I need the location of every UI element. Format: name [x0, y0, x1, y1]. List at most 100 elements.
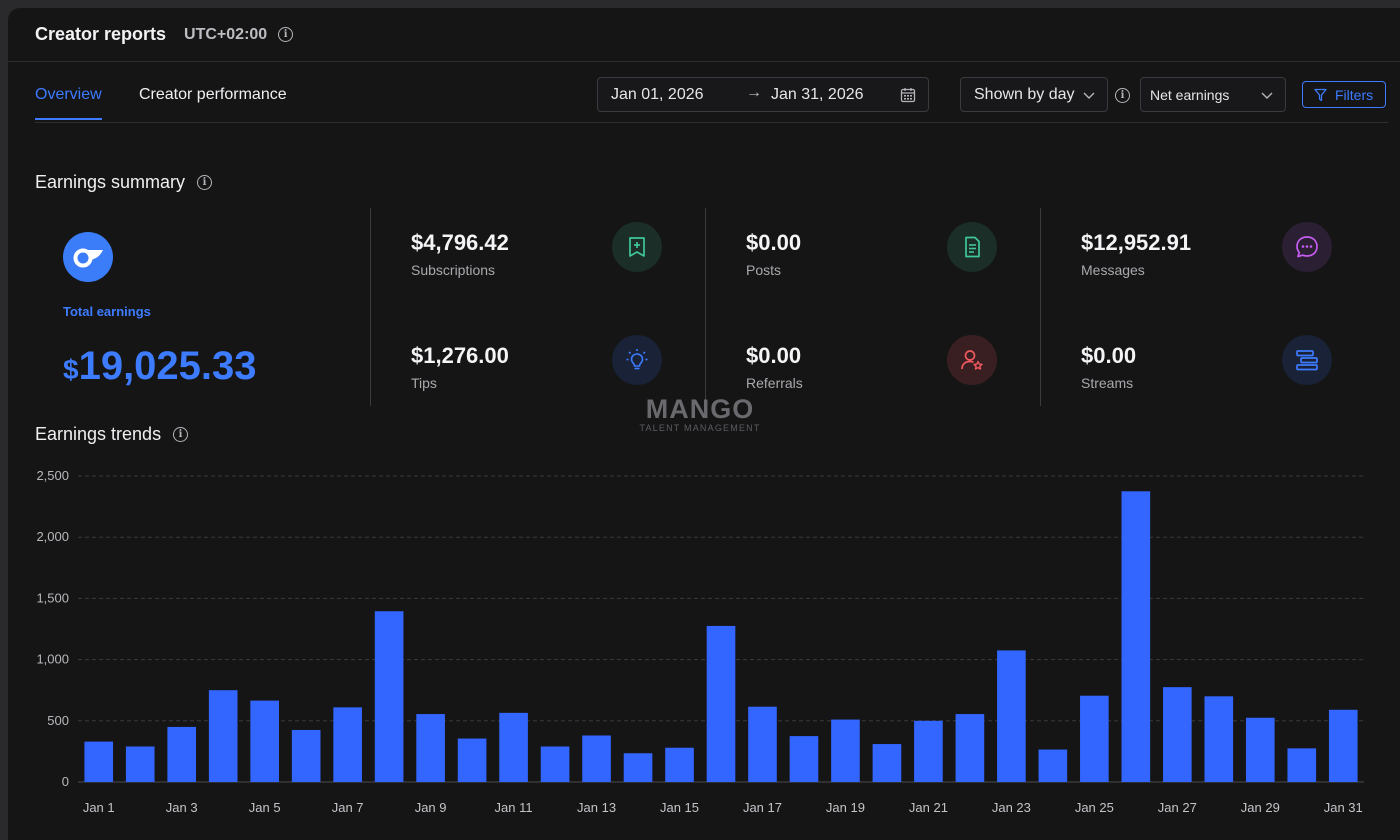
info-icon[interactable]: i	[278, 27, 294, 42]
total-earnings-label: Total earnings	[63, 304, 151, 319]
tab-creator-performance[interactable]: Creator performance	[139, 86, 287, 103]
x-tick-label: Jan 19	[826, 800, 865, 815]
bar-jan-15[interactable]	[665, 747, 694, 782]
bar-jan-19[interactable]	[831, 719, 860, 782]
bar-jan-4[interactable]	[208, 690, 238, 782]
bar-jan-14[interactable]	[623, 753, 653, 782]
bar-jan-9[interactable]	[416, 714, 445, 782]
metric-label: Messages	[1081, 262, 1145, 278]
x-tick-label: Jan 23	[992, 800, 1031, 815]
bar-jan-11[interactable]	[499, 712, 528, 782]
bar-jan-17[interactable]	[748, 706, 777, 782]
bar-jan-23[interactable]	[997, 650, 1026, 782]
bar-jan-1[interactable]	[84, 741, 114, 782]
x-tick-label: Jan 5	[249, 800, 281, 815]
bar-jan-12[interactable]	[540, 746, 570, 782]
date-start[interactable]: Jan 01, 2026	[611, 86, 704, 103]
x-tick-label: Jan 17	[743, 800, 782, 815]
chevron-down-icon	[1083, 92, 1095, 99]
app-window: Creator reports UTC+02:00 i Overview Cre…	[8, 8, 1400, 840]
divider	[705, 208, 706, 406]
subscriptions-icon	[612, 222, 662, 272]
metric-label: Posts	[746, 262, 782, 278]
metric-label: Subscriptions	[411, 262, 496, 278]
bar-jan-27[interactable]	[1163, 687, 1192, 782]
x-tick-label: Jan 27	[1158, 800, 1197, 815]
x-tick-label: Jan 15	[660, 800, 699, 815]
filters-button[interactable]: Filters	[1302, 81, 1386, 108]
metric-referrals: $0.00 Referrals	[746, 335, 1006, 403]
info-icon[interactable]: i	[197, 175, 213, 190]
page-title: Creator reports	[35, 24, 167, 44]
metric-select[interactable]: Net earnings	[1140, 77, 1286, 112]
total-amount: 19,025.33	[78, 344, 257, 388]
x-tick-label: Jan 31	[1324, 800, 1363, 815]
metric-value: $0.00	[746, 343, 802, 368]
info-icon[interactable]: i	[1115, 88, 1130, 103]
date-end[interactable]: Jan 31, 2026	[771, 86, 864, 103]
earnings-summary-title: Earnings summary	[35, 172, 186, 192]
metric-value: $4,796.42	[411, 230, 509, 255]
x-tick-label: Jan 11	[495, 800, 533, 815]
bar-jan-26[interactable]	[1121, 491, 1151, 782]
page-header: Creator reports UTC+02:00 i	[8, 8, 1400, 62]
bar-jan-3[interactable]	[167, 726, 197, 782]
y-tick-label: 1,500	[36, 590, 69, 605]
bar-jan-28[interactable]	[1204, 696, 1234, 782]
toolbar: Overview Creator performance Jan 01, 202…	[35, 62, 1388, 123]
x-tick-label: Jan 9	[415, 800, 447, 815]
filter-icon	[1314, 88, 1327, 102]
granularity-value: Shown by day	[974, 85, 1075, 103]
section-title: Earnings summary i	[35, 172, 213, 193]
tab-overview[interactable]: Overview	[35, 86, 102, 120]
streams-icon	[1282, 335, 1332, 385]
bar-jan-21[interactable]	[914, 720, 943, 782]
x-tick-label: Jan 13	[577, 800, 616, 815]
filters-label: Filters	[1335, 86, 1374, 103]
bar-jan-29[interactable]	[1245, 717, 1275, 782]
chevron-down-icon	[1261, 92, 1273, 99]
date-range-picker[interactable]: Jan 01, 2026 → Jan 31, 2026	[597, 77, 929, 112]
arrow-right-icon: →	[746, 84, 762, 101]
bar-jan-25[interactable]	[1080, 695, 1109, 782]
bar-jan-5[interactable]	[250, 700, 279, 782]
calendar-icon[interactable]	[900, 87, 916, 103]
bar-jan-13[interactable]	[582, 735, 611, 782]
bar-jan-24[interactable]	[1038, 749, 1068, 782]
bar-jan-22[interactable]	[955, 714, 985, 782]
divider	[1040, 208, 1041, 406]
bar-jan-20[interactable]	[872, 744, 902, 782]
earnings-trends-chart: 0 500 1,000 1,500 2,000 2,500 Jan 1 Jan 3 Jan 5 J…	[36, 468, 1364, 815]
bar-jan-7[interactable]	[333, 707, 362, 782]
y-tick-label: 2,500	[36, 468, 69, 483]
bar-jan-6[interactable]	[291, 729, 321, 782]
metric-messages: $12,952.91 Messages	[1081, 222, 1341, 290]
metric-tips: $1,276.00 Tips	[411, 335, 671, 403]
x-tick-label: Jan 3	[166, 800, 198, 815]
metric-label: Tips	[411, 375, 437, 391]
total-earnings-card: Total earnings $19,025.33	[63, 232, 257, 388]
watermark-main: MANGO	[645, 394, 755, 424]
metric-value: $0.00	[1081, 343, 1137, 368]
metric-value: $12,952.91	[1081, 230, 1192, 255]
info-icon[interactable]: i	[173, 427, 189, 442]
metric-value: Net earnings	[1150, 86, 1230, 103]
y-tick-label: 1,000	[36, 652, 69, 667]
metric-label: Referrals	[746, 375, 803, 391]
x-tick-label: Jan 21	[909, 800, 948, 815]
granularity-select[interactable]: Shown by day	[960, 77, 1108, 112]
x-tick-label: Jan 29	[1241, 800, 1280, 815]
watermark-logo: MANGO TALENT MANAGEMENT	[600, 394, 800, 433]
watermark-sub: TALENT MANAGEMENT	[639, 423, 761, 433]
bar-jan-16[interactable]	[706, 625, 736, 782]
bar-jan-30[interactable]	[1287, 748, 1317, 782]
bar-jan-18[interactable]	[789, 736, 819, 782]
section-title: Earnings trends i	[35, 424, 189, 445]
bar-jan-2[interactable]	[125, 746, 155, 782]
metric-posts: $0.00 Posts	[746, 222, 1006, 290]
metric-value: $1,276.00	[411, 343, 509, 368]
x-tick-label: Jan 25	[1075, 800, 1114, 815]
bar-jan-8[interactable]	[374, 611, 404, 782]
bar-jan-31[interactable]	[1328, 709, 1358, 782]
bar-jan-10[interactable]	[457, 738, 487, 782]
